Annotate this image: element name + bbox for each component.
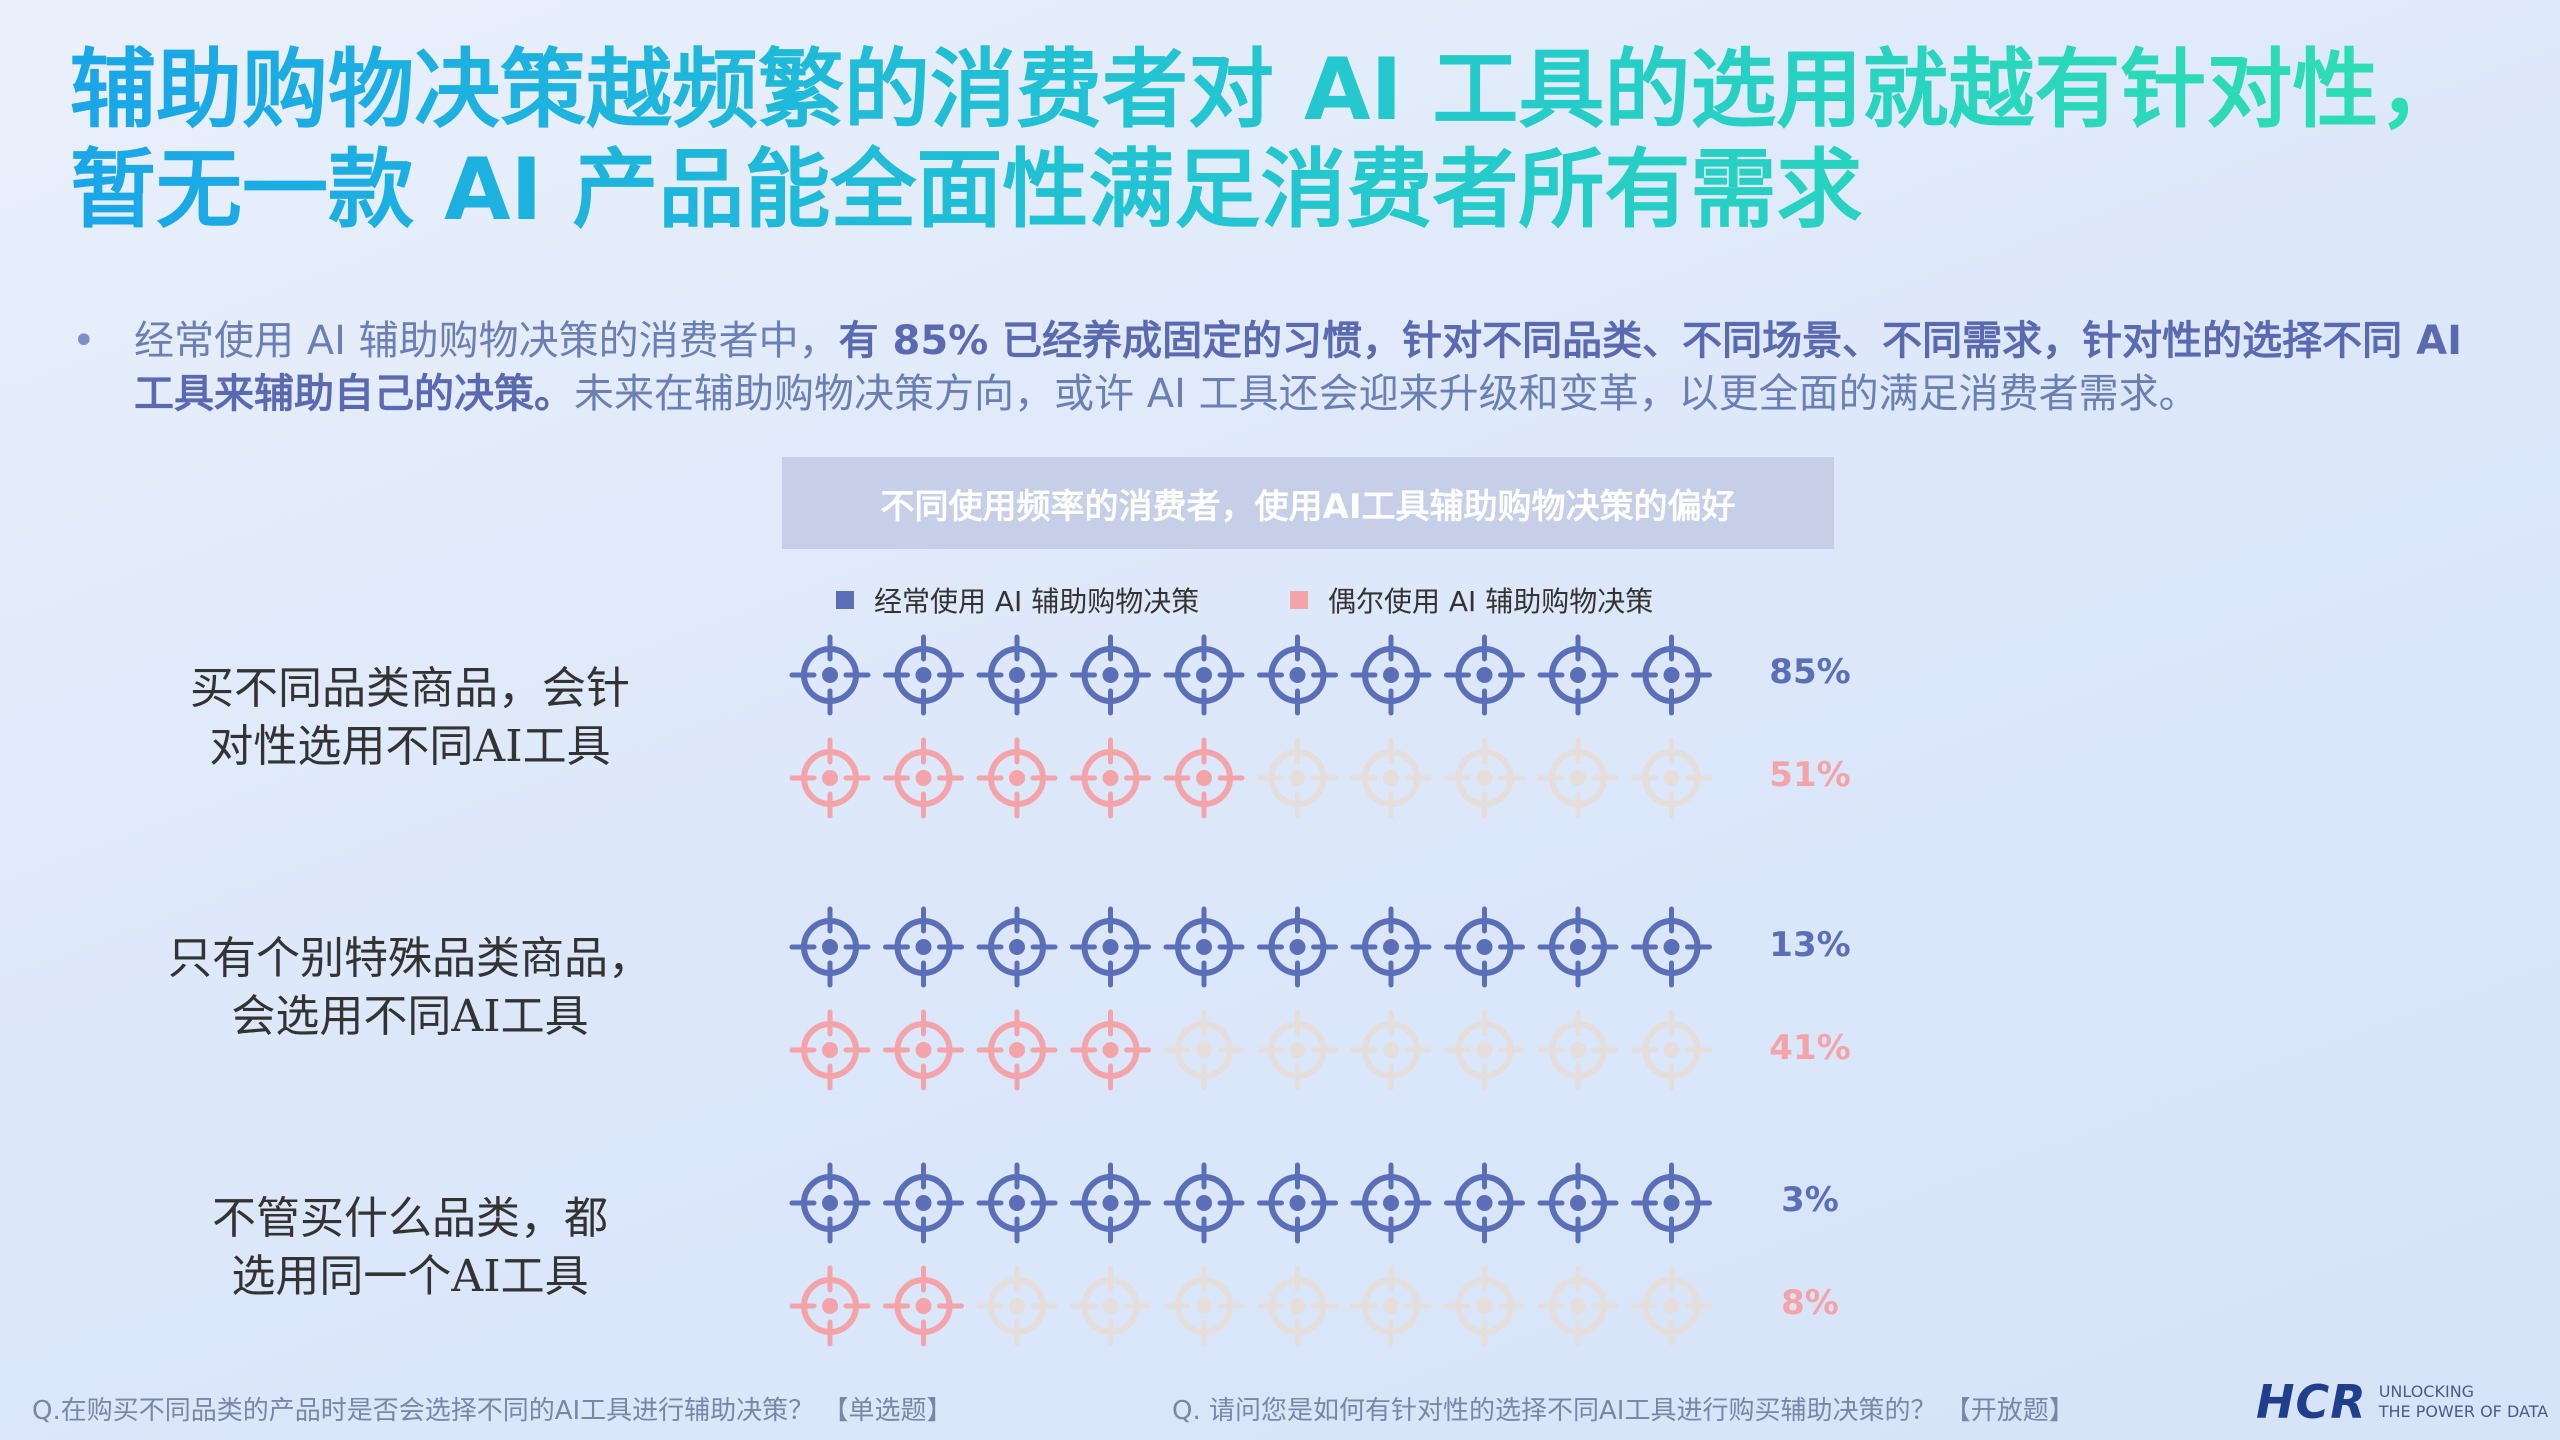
target-icon-s2-r1-6 xyxy=(1257,737,1338,819)
pct-label-occasional-1: 51% xyxy=(1769,755,1851,795)
chart-title: 不同使用频率的消费者，使用AI工具辅助购物决策的偏好 xyxy=(782,457,1834,549)
row-label-3-line-2: 选用同一个AI工具 xyxy=(231,1251,589,1302)
logo-mark: HCR xyxy=(2256,1375,2367,1429)
target-icon-s2-r1-8 xyxy=(1444,737,1525,819)
row-label-1: 买不同品类商品，会针 对性选用不同AI工具 xyxy=(120,660,700,776)
target-icon-s2-r2-5 xyxy=(1163,1009,1245,1091)
legend-swatch-occasional xyxy=(1290,591,1308,609)
target-icon-s2-r2-10 xyxy=(1631,1009,1712,1091)
target-icon-s1-r3-8 xyxy=(1444,1162,1525,1244)
target-icon-s1-r1-8 xyxy=(1444,634,1525,716)
row-label-1-line-1: 买不同品类商品，会针 xyxy=(190,663,630,714)
target-icon-s1-r1-10 xyxy=(1631,634,1712,716)
target-icon-s2-r1-5 xyxy=(1163,737,1245,819)
target-icon-s2-r3-8 xyxy=(1444,1265,1525,1347)
target-icon-s2-r2-6 xyxy=(1257,1009,1338,1091)
row-label-1-line-2: 对性选用不同AI工具 xyxy=(209,721,611,772)
pct-label-occasional-2: 41% xyxy=(1769,1028,1851,1068)
logo-tagline: UNLOCKING THE POWER OF DATA xyxy=(2379,1382,2548,1422)
summary-bold: 有 85% 已经养成固定的习惯，针对不同品类、不同场景、不同需求，针对性的选择不… xyxy=(134,318,2462,417)
target-icon-s2-r2-9 xyxy=(1537,1009,1619,1091)
pct-label-frequent-3: 3% xyxy=(1781,1180,1839,1220)
target-icon-s1-r2-2 xyxy=(883,906,964,988)
target-icon-s2-r3-4 xyxy=(1070,1265,1151,1347)
row-label-2-line-1: 只有个别特殊品类商品， xyxy=(168,933,652,984)
target-icon-s1-r3-6 xyxy=(1257,1162,1338,1244)
footer-question-2: Q. 请问您是如何有针对性的选择不同AI工具进行购买辅助决策的？ 【开放题】 xyxy=(1172,1396,2075,1426)
row-label-3: 不管买什么品类，都 选用同一个AI工具 xyxy=(120,1190,700,1306)
target-icon-s1-r2-1 xyxy=(789,906,871,988)
summary-part-2: 未来在辅助购物决策方向，或许 AI 工具还会迎来升级和变革，以更全面的满足消费者… xyxy=(574,371,2199,417)
legend-occasional: 偶尔使用 AI 辅助购物决策 xyxy=(1290,580,1653,620)
target-icon-s2-r3-1 xyxy=(789,1265,871,1347)
target-icon-s1-r3-7 xyxy=(1350,1162,1432,1244)
pct-label-frequent-2: 13% xyxy=(1769,925,1851,965)
row-label-2-line-2: 会选用不同AI工具 xyxy=(231,991,589,1042)
target-icon-s1-r2-3 xyxy=(976,906,1058,988)
target-icon-s2-r1-4 xyxy=(1070,737,1151,819)
bullet-marker: • xyxy=(72,318,96,364)
target-icon-s1-r1-4 xyxy=(1070,634,1151,716)
hcr-logo: HCR UNLOCKING THE POWER OF DATA xyxy=(2256,1375,2548,1429)
row-label-2: 只有个别特殊品类商品， 会选用不同AI工具 xyxy=(120,930,700,1046)
target-icon-s1-r1-7 xyxy=(1350,634,1432,716)
legend-swatch-frequent xyxy=(836,591,854,609)
target-icon-s2-r1-7 xyxy=(1350,737,1432,819)
target-icon-s1-r3-9 xyxy=(1537,1162,1619,1244)
target-icon-s1-r1-2 xyxy=(883,634,964,716)
legend-label-frequent: 经常使用 AI 辅助购物决策 xyxy=(874,585,1200,618)
target-icon-s2-r1-2 xyxy=(883,737,964,819)
summary-text: 经常使用 AI 辅助购物决策的消费者中，有 85% 已经养成固定的习惯，针对不同… xyxy=(134,315,2492,421)
target-icon-s2-r2-3 xyxy=(976,1009,1058,1091)
target-icon-s1-r1-3 xyxy=(976,634,1058,716)
target-icon-s1-r1-6 xyxy=(1257,634,1338,716)
target-icon-s2-r3-9 xyxy=(1537,1265,1619,1347)
target-icon-s2-r1-1 xyxy=(789,737,871,819)
target-icon-s1-r2-5 xyxy=(1163,906,1245,988)
target-icon-s1-r3-2 xyxy=(883,1162,964,1244)
target-icon-s1-r2-7 xyxy=(1350,906,1432,988)
target-icon-s1-r2-9 xyxy=(1537,906,1619,988)
title-line-2: 暂无一款 AI 产品能全面性满足消费者所有需求 xyxy=(70,140,2510,240)
target-icon-s1-r3-1 xyxy=(789,1162,871,1244)
page-title: 辅助购物决策越频繁的消费者对 AI 工具的选用就越有针对性， 暂无一款 AI 产… xyxy=(70,40,2510,240)
footer-question-1: Q.在购买不同品类的产品时是否会选择不同的AI工具进行辅助决策？ 【单选题】 xyxy=(32,1396,953,1426)
target-icon-s1-r3-5 xyxy=(1163,1162,1245,1244)
target-icon-s2-r1-9 xyxy=(1537,737,1619,819)
target-icon-s2-r1-3 xyxy=(976,737,1058,819)
target-icon-s2-r3-3 xyxy=(976,1265,1058,1347)
logo-tagline-2: THE POWER OF DATA xyxy=(2378,1402,2549,1421)
target-icon-s1-r3-3 xyxy=(976,1162,1058,1244)
target-icon-s2-r3-7 xyxy=(1350,1265,1432,1347)
target-icon-s1-r2-10 xyxy=(1631,906,1712,988)
target-icon-s2-r3-10 xyxy=(1631,1265,1712,1347)
target-icon-s1-r2-8 xyxy=(1444,906,1525,988)
target-icon-s2-r3-2 xyxy=(883,1265,964,1347)
target-icon-s1-r2-6 xyxy=(1257,906,1338,988)
title-line-1: 辅助购物决策越频繁的消费者对 AI 工具的选用就越有针对性， xyxy=(70,40,2510,140)
target-icon-s2-r3-5 xyxy=(1163,1265,1245,1347)
target-icon-s2-r3-6 xyxy=(1257,1265,1338,1347)
target-icon-s1-r1-1 xyxy=(789,634,871,716)
legend-label-occasional: 偶尔使用 AI 辅助购物决策 xyxy=(1328,585,1654,618)
pct-label-occasional-3: 8% xyxy=(1781,1283,1839,1323)
row-label-3-line-1: 不管买什么品类，都 xyxy=(212,1193,608,1244)
target-icon-s1-r1-5 xyxy=(1163,634,1245,716)
target-icon-s2-r2-8 xyxy=(1444,1009,1525,1091)
target-icon-s2-r2-7 xyxy=(1350,1009,1432,1091)
target-icon-s2-r2-2 xyxy=(883,1009,964,1091)
summary-bullet: • 经常使用 AI 辅助购物决策的消费者中，有 85% 已经养成固定的习惯，针对… xyxy=(72,315,2492,421)
target-icon-s1-r1-9 xyxy=(1537,634,1619,716)
target-icon-s1-r3-4 xyxy=(1070,1162,1151,1244)
legend-frequent: 经常使用 AI 辅助购物决策 xyxy=(836,580,1199,620)
target-icon-s2-r2-4 xyxy=(1070,1009,1151,1091)
logo-tagline-1: UNLOCKING xyxy=(2378,1382,2475,1401)
target-icon-s2-r1-10 xyxy=(1631,737,1712,819)
pct-label-frequent-1: 85% xyxy=(1769,652,1851,692)
target-icon-s1-r2-4 xyxy=(1070,906,1151,988)
summary-part-1: 经常使用 AI 辅助购物决策的消费者中， xyxy=(134,318,839,364)
target-icon-s1-r3-10 xyxy=(1631,1162,1712,1244)
target-icon-s2-r2-1 xyxy=(789,1009,871,1091)
